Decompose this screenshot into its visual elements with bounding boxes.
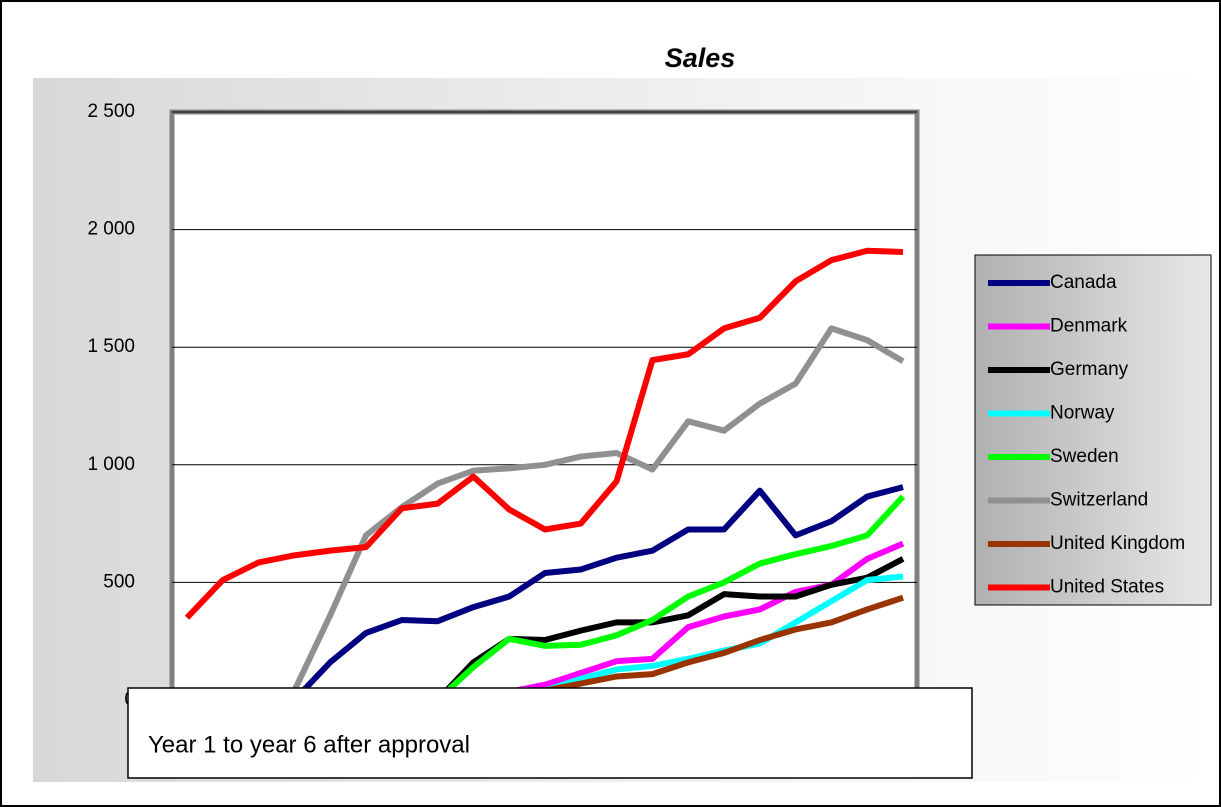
y-tick-label: 1 000 (87, 454, 135, 475)
legend-label: Norway (1050, 403, 1115, 424)
y-tick-label: 2 000 (87, 219, 135, 240)
legend-label: United Kingdom (1050, 533, 1185, 554)
legend-label: Switzerland (1050, 490, 1148, 511)
legend-label: United States (1050, 577, 1164, 598)
y-tick-label: 1 500 (87, 336, 135, 357)
y-tick-label: 500 (103, 571, 135, 592)
legend-label: Germany (1050, 359, 1129, 380)
annotation: Year 1 to year 6 after approval (148, 731, 470, 758)
legend-label: Denmark (1050, 316, 1128, 337)
series-line (187, 325, 905, 703)
legend-label: Sweden (1050, 446, 1119, 467)
y-tick-label: 2 500 (87, 101, 135, 122)
chart-title: Sales (665, 43, 736, 73)
annotation-box (127, 687, 973, 779)
legend-label: Canada (1050, 272, 1117, 293)
series-line (184, 247, 904, 620)
